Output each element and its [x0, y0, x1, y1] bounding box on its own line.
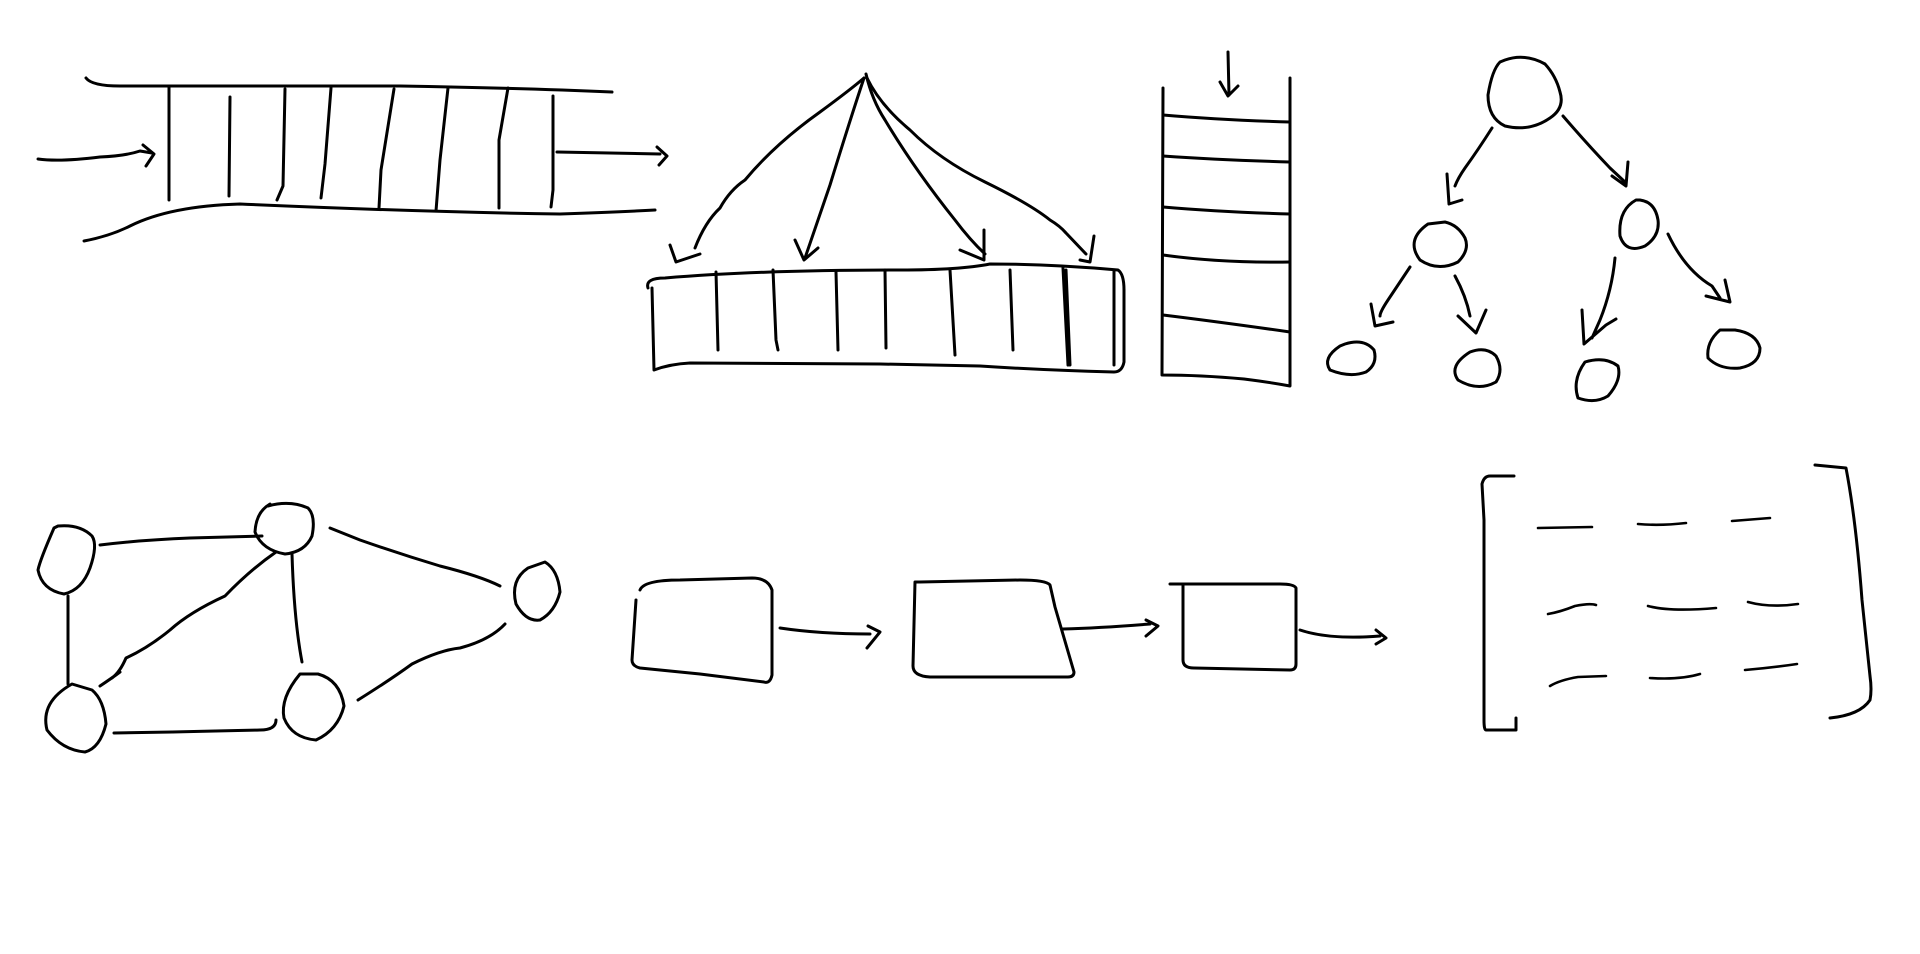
graph-node-a: [36, 524, 97, 596]
queue-sketch: [36, 76, 669, 243]
matrix-left-bracket: [1480, 474, 1518, 732]
tree-node-l1: [1412, 220, 1468, 268]
array-sketch: [646, 72, 1126, 374]
tree-root-node: [1486, 55, 1563, 130]
tree-edge-left: [1445, 126, 1494, 206]
stack-frame: [1160, 76, 1292, 388]
stack-sketch: [1160, 50, 1292, 388]
stack-rows: [1161, 113, 1292, 334]
tree-node-r1: [1618, 198, 1660, 250]
queue-enqueue-arrow: [36, 143, 156, 168]
tree-leaf-1: [1326, 340, 1377, 377]
tree-leaf-4: [1706, 328, 1762, 370]
array-arrow-1: [668, 76, 866, 264]
list-node-3: [1168, 582, 1298, 672]
tree-edge-right: [1561, 114, 1630, 188]
tree-edge-rl: [1580, 256, 1618, 346]
array-body: [650, 286, 1126, 374]
queue-top-edge: [84, 76, 614, 94]
graph-node-b: [253, 501, 315, 556]
tree-sketch: [1326, 55, 1762, 403]
array-arrow-3: [864, 72, 987, 262]
tree-edge-lr: [1453, 274, 1488, 335]
queue-dequeue-arrow: [555, 145, 669, 167]
graph-sketch: [36, 501, 562, 754]
graph-node-c: [513, 560, 562, 622]
array-cell-dividers: [714, 266, 1116, 367]
list-node-2: [911, 578, 1076, 679]
matrix-right-bracket: [1813, 463, 1873, 720]
graph-node-d: [44, 682, 108, 754]
matrix-entries: [1536, 516, 1800, 688]
list-arrow-1: [778, 624, 882, 650]
linked-list-sketch: [630, 576, 1388, 684]
tree-leaf-2: [1453, 348, 1502, 388]
array-arrow-2: [793, 76, 866, 262]
queue-slot-dividers: [167, 85, 555, 213]
stack-push-arrow: [1218, 50, 1240, 98]
list-node-1: [630, 576, 774, 684]
matrix-sketch: [1480, 463, 1873, 732]
queue-bottom-edge: [82, 202, 657, 243]
list-arrow-3: [1298, 628, 1388, 646]
graph-edges: [66, 526, 507, 735]
graph-node-e: [281, 672, 346, 742]
list-arrow-2: [1061, 618, 1160, 638]
array-arrow-4: [865, 76, 1096, 264]
tree-edge-rr: [1666, 232, 1732, 304]
array-top-edge: [646, 262, 1126, 292]
tree-leaf-3: [1574, 358, 1621, 403]
tree-edge-ll: [1369, 265, 1412, 328]
